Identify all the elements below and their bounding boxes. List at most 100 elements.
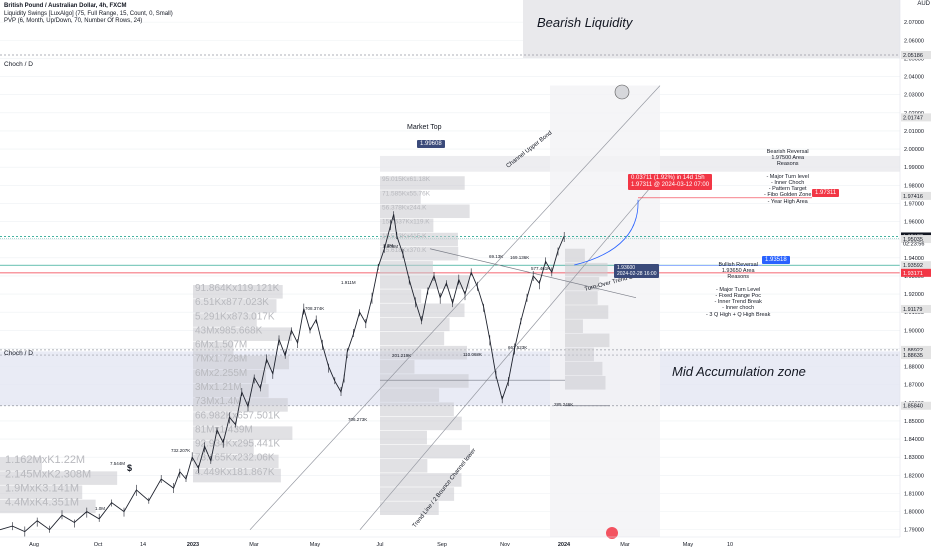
- projection-arrow: [574, 199, 639, 266]
- volume-profile-bar: [380, 246, 459, 261]
- swing-label: 1.911M: [341, 280, 356, 285]
- volume-profile-label: 56.378Kx244.K: [382, 205, 427, 212]
- choch-mid-label: Choch / D: [4, 350, 33, 357]
- volume-profile-label: 1.162MxK1.22M: [5, 454, 85, 466]
- volume-profile-bar: [380, 345, 468, 360]
- price-label-box: [901, 191, 931, 200]
- y-tick-label: 1.91000: [904, 310, 924, 316]
- liquidity-circle: [614, 84, 630, 100]
- volume-profile-bar: [565, 291, 598, 305]
- swing-label: 732.207K: [171, 448, 190, 453]
- price-label-box: [901, 304, 931, 313]
- y-tick-label: 1.96000: [904, 220, 924, 226]
- volume-profile-label: 71.585Kx55.76K: [382, 190, 431, 197]
- x-tick-label: 2024: [558, 542, 571, 548]
- y-tick-label: 1.79000: [904, 528, 924, 534]
- x-tick-label: Aug: [29, 542, 39, 548]
- price-label-text: 2.05186: [903, 53, 923, 59]
- currency-label: AUD: [917, 1, 930, 7]
- y-tick-label: 1.92000: [904, 292, 924, 298]
- volume-profile-bar: [193, 383, 269, 398]
- volume-profile-bar: [380, 275, 470, 289]
- x-tick-label: Mar: [620, 542, 630, 548]
- bullish-reversal-tag: 1.93518: [762, 256, 790, 264]
- volume-profile-bar: [380, 303, 465, 318]
- bearish-liquidity-zone: [523, 0, 900, 58]
- volume-profile-bar: [565, 248, 585, 263]
- swing-label: 201.219K: [392, 353, 411, 358]
- volume-profile-bar: [380, 331, 445, 346]
- x-tick-label: 10: [727, 542, 733, 548]
- volume-profile-bar: [565, 262, 608, 277]
- volume-profile-label: 81Mx1.439M: [195, 424, 253, 435]
- entry-tag: 1.93600 2024-02-28 16:00: [614, 264, 660, 278]
- swing-label: 110.068K: [463, 352, 482, 357]
- y-tick-label: 2.01000: [904, 129, 924, 135]
- volume-profile-label: 91.864Kx119.121K: [195, 283, 280, 294]
- volume-profile-label: 73.165Kx232.06K: [195, 453, 275, 464]
- volume-profile-bar: [0, 471, 118, 485]
- volume-profile-bar: [380, 317, 450, 332]
- price-label-text: 1.91179: [903, 307, 922, 313]
- volume-profile-bar: [380, 473, 462, 487]
- volume-profile-bar: [380, 416, 462, 431]
- measure-tag: 0.03711 (1.92%) in 14d 15h 1.97311 @ 202…: [628, 174, 713, 190]
- volume-profile-bar: [380, 487, 455, 501]
- market-top-label: Market Top: [407, 124, 442, 131]
- bullish-reversal-note: Bullish Reversal 1.93650 Area Reasons - …: [706, 262, 771, 318]
- volume-profile-label: 43Mx985.668K: [195, 325, 263, 336]
- volume-profile-label: 10.533Kx415.K: [382, 233, 427, 240]
- y-tick-label: 2.00000: [904, 147, 924, 153]
- volume-profile-bar: [193, 313, 257, 327]
- swing-label: 285.246K: [554, 402, 573, 407]
- price-label-box: [901, 401, 931, 410]
- volume-profile-bar: [193, 412, 237, 426]
- x-tick-label: May: [310, 542, 321, 548]
- volume-profile-bar: [193, 327, 292, 341]
- volume-profile-bar: [380, 176, 465, 190]
- dollar-marker: $: [127, 463, 133, 473]
- y-tick-label: 2.03000: [904, 93, 924, 99]
- volume-profile-label: 6Mx1.507M: [195, 340, 247, 351]
- swing-label: 706.273K: [348, 417, 367, 422]
- swing-label: 7.544M: [110, 461, 125, 466]
- countdown-timer: 02:23:56: [903, 241, 924, 247]
- y-tick-label: 1.97000: [904, 201, 924, 207]
- x-tick-label: Nov: [500, 542, 510, 548]
- volume-profile-bar: [380, 360, 415, 374]
- volume-profile-bar: [193, 285, 283, 299]
- swing-label: 1.3M: [383, 243, 393, 248]
- price-label-text: 1.97416: [903, 194, 923, 200]
- price-label-text: 1.88635: [903, 353, 923, 359]
- market-top-tag: 1.99608: [417, 140, 445, 148]
- volume-profile-bar: [380, 374, 469, 388]
- channel-upper-line: [249, 85, 661, 530]
- price-label-box: [901, 345, 931, 354]
- indicator-liquidity-swings[interactable]: Liquidity Swings [LuxAlgo] (75, Full Ran…: [4, 11, 173, 17]
- volume-profile-bar: [193, 426, 293, 440]
- volume-profile-bar: [380, 289, 422, 303]
- y-tick-label: 1.90000: [904, 328, 924, 334]
- volume-profile-bar: [0, 485, 83, 500]
- y-tick-label: 1.94000: [904, 256, 924, 262]
- swing-label: 1.909M: [383, 244, 398, 249]
- y-tick-label: 1.99000: [904, 165, 924, 171]
- y-tick-label: 2.06000: [904, 38, 924, 44]
- volume-profile-label: 6Mx2.255M: [195, 368, 247, 379]
- price-series-line: [0, 214, 565, 533]
- price-label-box: [901, 113, 931, 122]
- price-label-text: 1.85840: [903, 404, 923, 410]
- price-label-box: [901, 268, 931, 277]
- y-tick-label: 1.88000: [904, 365, 924, 371]
- x-tick-label: Jul: [376, 542, 383, 548]
- volume-profile-bar: [380, 459, 428, 473]
- volume-profile-label: 4.4MxK4.351M: [5, 497, 79, 509]
- volume-profile-bar: [193, 341, 234, 356]
- volume-profile-bar: [0, 457, 42, 471]
- swing-label: 667.523K: [508, 345, 527, 350]
- volume-profile-label: 73Mx1.4M: [195, 396, 242, 407]
- indicator-pvp[interactable]: PVP (6, Month, Up/Down, 70, Number Of Ro…: [4, 18, 143, 24]
- bearish-reversal-note: Bearish Reversal 1.97500 Area Reasons - …: [764, 149, 812, 205]
